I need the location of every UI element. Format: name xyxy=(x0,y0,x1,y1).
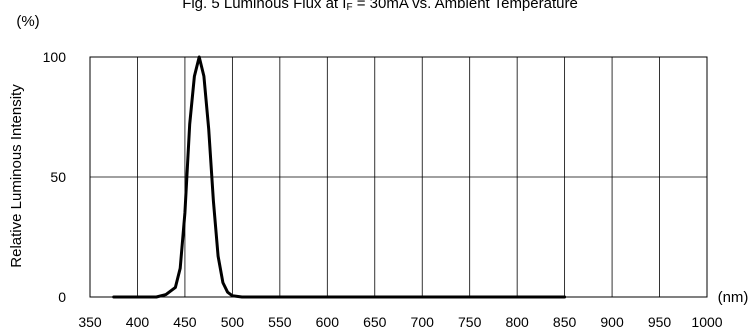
x-tick-label: 650 xyxy=(363,314,387,330)
x-tick-label: 400 xyxy=(126,314,150,330)
y-unit-label: (%) xyxy=(16,13,39,30)
x-tick-label: 1000 xyxy=(691,314,722,330)
chart-title: Fig. 5 Luminous Flux at IF = 30mA vs. Am… xyxy=(182,0,578,13)
series-group xyxy=(112,55,567,299)
y-tick-label: 100 xyxy=(43,49,67,65)
x-tick-label: 900 xyxy=(600,314,624,330)
x-tick-label: 500 xyxy=(221,314,245,330)
x-tick-label: 350 xyxy=(78,314,102,330)
x-unit-label: (nm) xyxy=(718,289,749,306)
x-tick-labels: 350 400 450 500 550 600 650 700 750 800 850 900 950 1… xyxy=(78,314,722,330)
x-tick-label: 550 xyxy=(268,314,292,330)
x-tick-label: 450 xyxy=(173,314,197,330)
y-axis-label: Relative Luminous Intensity xyxy=(8,84,25,268)
x-tick-label: 850 xyxy=(553,314,577,330)
x-tick-label: 750 xyxy=(458,314,482,330)
y-tick-label: 50 xyxy=(50,169,66,185)
y-tick-label: 0 xyxy=(58,289,66,305)
grid xyxy=(90,57,707,297)
x-tick-label: 600 xyxy=(316,314,340,330)
x-tick-label: 950 xyxy=(648,314,672,330)
y-tick-labels: 0 50 100 xyxy=(43,49,67,305)
x-tick-label: 800 xyxy=(505,314,529,330)
series-line xyxy=(112,55,567,299)
x-tick-label: 700 xyxy=(411,314,435,330)
